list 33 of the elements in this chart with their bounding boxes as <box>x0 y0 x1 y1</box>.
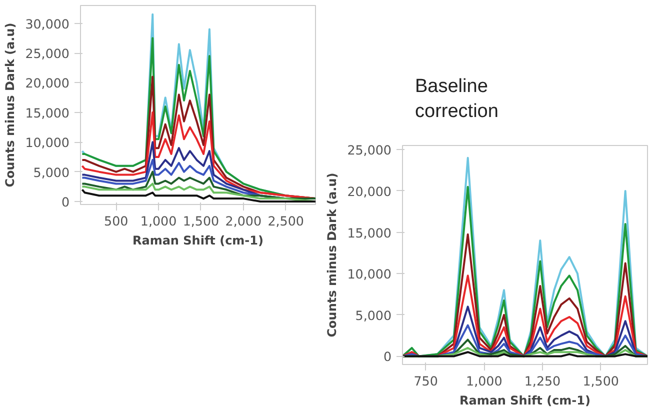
x-tick-label: 2,000 <box>225 214 262 228</box>
line-series <box>402 324 648 358</box>
x-tick-label: 500 <box>104 214 128 228</box>
x-tick-label: 1,500 <box>582 374 619 388</box>
y-tick-label: 20,000 <box>25 76 70 91</box>
x-tick-label: 2,500 <box>268 214 304 228</box>
line-series <box>81 188 316 203</box>
y-tick-label: 0 <box>383 349 392 364</box>
y-tick-label: 10,000 <box>25 135 70 150</box>
y-tick-label: 15,000 <box>347 225 392 240</box>
x-axis-title: Raman Shift (cm-1) <box>132 234 264 248</box>
y-tick-label: 25,000 <box>347 142 392 158</box>
y-tick-label: 15,000 <box>25 105 70 120</box>
text: Baseline correction <box>415 75 500 124</box>
line-series <box>81 182 316 203</box>
line-series <box>81 111 316 200</box>
line-series <box>81 170 316 200</box>
y-tick-label: 30,000 <box>25 16 70 32</box>
y-tick-label: 5,000 <box>355 308 392 323</box>
x-tick-label: 1,500 <box>182 214 220 228</box>
x-tick-label: 1,000 <box>466 374 502 388</box>
x-tick-label: 1,250 <box>524 374 561 388</box>
y-axis-title: Counts minus Dark (a.u) <box>325 172 340 338</box>
y-tick-label: 25,000 <box>25 46 70 62</box>
y-axis-title: Counts minus Dark (a.u) <box>3 22 18 188</box>
line-series <box>402 274 648 358</box>
y-tick-label: 5,000 <box>33 164 70 180</box>
x-tick-label: 750 <box>414 374 438 388</box>
x-axis-title: Raman Shift (cm-1) <box>459 394 591 408</box>
y-tick-label: 0 <box>61 194 70 210</box>
y-tick-label: 10,000 <box>347 266 392 282</box>
x-tick-label: 1,000 <box>140 214 177 228</box>
y-tick-label: 20,000 <box>347 184 392 199</box>
